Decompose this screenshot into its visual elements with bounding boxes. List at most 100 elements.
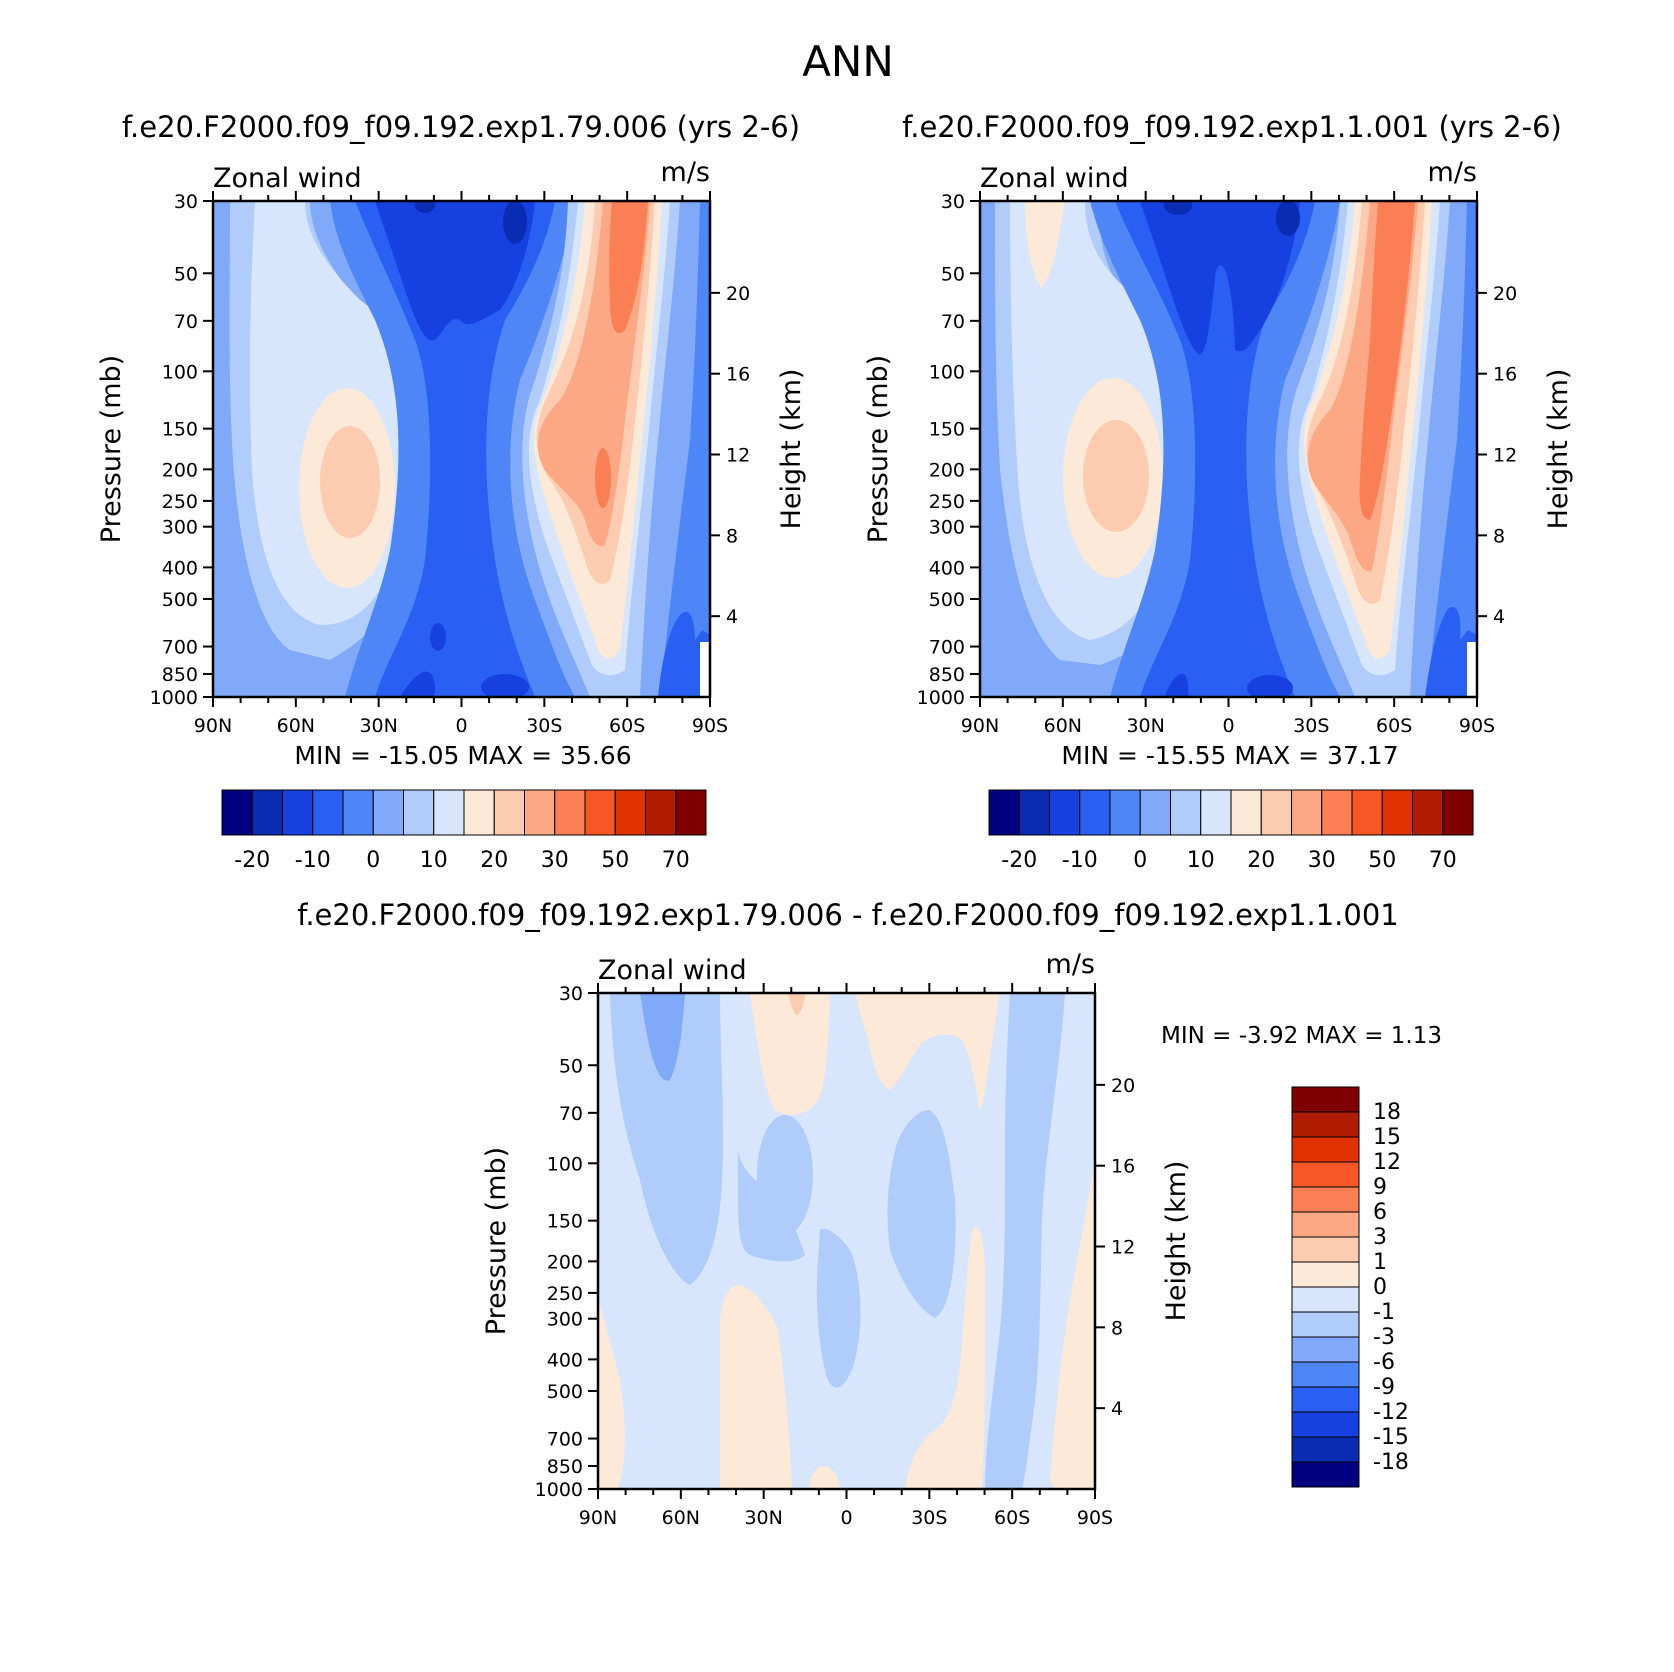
pressure-tick-label: 400 [929, 557, 965, 579]
colorbar-label: 50 [1368, 848, 1396, 873]
colorbar-label: 30 [1308, 848, 1336, 873]
colorbar-label: -6 [1373, 1350, 1395, 1375]
colorbar-box [1079, 789, 1111, 836]
colorbar-label: 0 [366, 848, 380, 873]
panel-1-title: f.e20.F2000.f09_f09.192.exp1.79.006 (yrs… [122, 110, 800, 144]
colorbar-box [988, 789, 1020, 836]
pressure-tick-label: 150 [162, 419, 198, 441]
colorbar-box [1291, 1311, 1360, 1338]
figure-title: ANN [802, 37, 894, 86]
colorbar-box [251, 789, 283, 836]
panel-1-height-label: Height (km) [776, 369, 807, 530]
lat-tick-label: 60N [1044, 715, 1082, 737]
pressure-tick-label: 1000 [917, 687, 965, 709]
lat-tick-label: 0 [840, 1507, 852, 1529]
colorbar-box [312, 789, 344, 836]
lat-tick-label: 90S [1077, 1507, 1113, 1529]
panel-1-units: m/s [661, 157, 710, 188]
colorbar-label: 15 [1373, 1125, 1401, 1150]
colorbar-label: -20 [234, 848, 270, 873]
pressure-tick-label: 200 [547, 1251, 583, 1273]
pressure-tick-label: 50 [941, 263, 965, 285]
lat-tick-label: 30N [744, 1507, 782, 1529]
panel-2-title: f.e20.F2000.f09_f09.192.exp1.1.001 (yrs … [902, 110, 1562, 144]
lat-tick-label: 60S [609, 715, 645, 737]
pressure-tick-label: 300 [547, 1309, 583, 1331]
colorbar-box [1291, 1161, 1360, 1188]
pressure-tick-label: 70 [559, 1103, 583, 1125]
lat-tick-label: 30S [1293, 715, 1329, 737]
panel-3-height-label: Height (km) [1161, 1161, 1192, 1322]
height-tick-label: 12 [1493, 445, 1517, 467]
colorbar-box [1291, 1211, 1360, 1238]
height-tick-label: 16 [726, 364, 750, 386]
lat-tick-label: 60S [1376, 715, 1412, 737]
colorbar-label: 9 [1373, 1175, 1387, 1200]
panel-1-stats: MIN = -15.05 MAX = 35.66 [294, 741, 631, 770]
panel-3-pressure-label: Pressure (mb) [481, 1147, 512, 1335]
lat-tick-label: 30N [1126, 715, 1164, 737]
colorbar-box [645, 789, 677, 836]
colorbar-box [493, 789, 525, 836]
colorbar-label: 50 [601, 848, 629, 873]
colorbar-box [342, 789, 374, 836]
pressure-tick-label: 400 [162, 557, 198, 579]
colorbar-box [1291, 1461, 1360, 1488]
pressure-tick-label: 850 [162, 664, 198, 686]
colorbar-label: 1 [1373, 1250, 1387, 1275]
height-tick-label: 8 [726, 525, 738, 547]
colorbar-box [1291, 1236, 1360, 1263]
height-tick-label: 8 [1111, 1317, 1123, 1339]
colorbar-label: 6 [1373, 1200, 1387, 1225]
panel-2-height-label: Height (km) [1543, 369, 1574, 530]
colorbar-box [1291, 1386, 1360, 1413]
pressure-tick-label: 100 [162, 361, 198, 383]
pressure-tick-label: 30 [941, 191, 965, 213]
panel-2-field-label: Zonal wind [980, 163, 1129, 194]
colorbar-label: -10 [1062, 848, 1098, 873]
colorbar-label: 10 [1187, 848, 1215, 873]
pressure-tick-label: 850 [547, 1456, 583, 1478]
colorbar-label: -10 [295, 848, 331, 873]
lat-tick-label: 90S [1459, 715, 1495, 737]
colorbar-box [614, 789, 646, 836]
panel-1-pressure-label: Pressure (mb) [96, 355, 127, 543]
panel-2-contours [980, 201, 1477, 697]
pressure-tick-label: 300 [162, 517, 198, 539]
pressure-tick-label: 850 [929, 664, 965, 686]
colorbar-label: 70 [1429, 848, 1457, 873]
colorbar-label: 20 [480, 848, 508, 873]
lat-tick-label: 30N [359, 715, 397, 737]
pressure-tick-label: 500 [162, 589, 198, 611]
pressure-tick-label: 50 [559, 1055, 583, 1077]
pressure-tick-label: 400 [547, 1349, 583, 1371]
panel-1-colorbar: -20 -10 0 10 20 30 50 70 [221, 789, 707, 873]
height-tick-label: 16 [1493, 364, 1517, 386]
pressure-tick-label: 700 [162, 637, 198, 659]
colorbar-box [1381, 789, 1413, 836]
colorbar-label: -18 [1373, 1450, 1409, 1475]
lat-tick-label: 0 [455, 715, 467, 737]
colorbar-box [1291, 1111, 1360, 1138]
colorbar-box [1291, 1261, 1360, 1288]
pressure-tick-label: 70 [941, 311, 965, 333]
panel-3-title: f.e20.F2000.f09_f09.192.exp1.79.006 - f.… [297, 898, 1399, 932]
colorbar-box [1351, 789, 1383, 836]
colorbar-label: 70 [662, 848, 690, 873]
panel-3-field-label: Zonal wind [598, 955, 747, 986]
colorbar-box [1170, 789, 1202, 836]
pressure-tick-label: 500 [547, 1381, 583, 1403]
colorbar-box [675, 789, 707, 836]
panel-3-units: m/s [1046, 949, 1095, 980]
colorbar-box [1049, 789, 1081, 836]
colorbar-box [433, 789, 465, 836]
colorbar-box [1291, 1186, 1360, 1213]
panel-3-contours [598, 993, 1095, 1489]
colorbar-label: 0 [1133, 848, 1147, 873]
colorbar-box [1321, 789, 1353, 836]
colorbar-box [1291, 1336, 1360, 1363]
pressure-tick-label: 300 [929, 517, 965, 539]
colorbar-label: 3 [1373, 1225, 1387, 1250]
